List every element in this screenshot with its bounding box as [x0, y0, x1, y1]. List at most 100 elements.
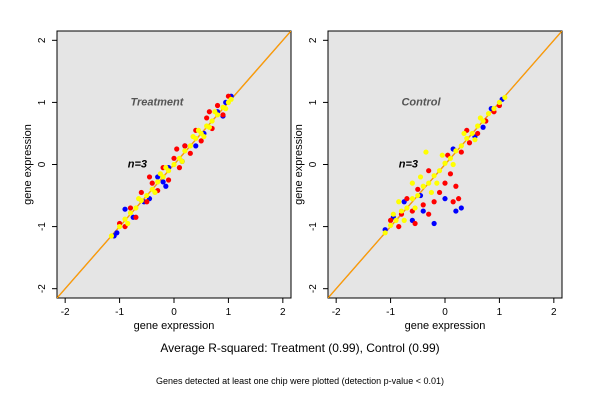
- data-point: [116, 223, 123, 230]
- data-point: [404, 196, 410, 202]
- data-point: [127, 205, 134, 211]
- data-point: [182, 143, 188, 149]
- data-point: [187, 143, 193, 149]
- data-point: [439, 152, 445, 158]
- data-point: [472, 137, 478, 143]
- x-tick-label: 1: [497, 307, 503, 318]
- data-point: [412, 220, 418, 227]
- data-point: [480, 124, 486, 130]
- data-point: [228, 96, 234, 102]
- data-point: [387, 217, 394, 223]
- y-tick-label: 1: [37, 99, 48, 105]
- y-axis-label: gene expression: [293, 124, 305, 205]
- data-point: [206, 124, 212, 130]
- data-point: [420, 183, 426, 189]
- x-tick-label: -2: [61, 307, 70, 318]
- data-point: [220, 112, 226, 118]
- data-point: [401, 217, 407, 223]
- data-point: [453, 148, 459, 154]
- scatter-panel-0: -2 -1 0 1 2 -2 -1 0 1 2 gene expression gene expres…: [22, 30, 292, 332]
- data-point: [382, 230, 388, 236]
- data-point: [144, 199, 150, 205]
- data-point: [423, 149, 429, 155]
- data-point: [155, 179, 161, 185]
- data-point: [209, 118, 215, 124]
- data-point: [412, 205, 418, 211]
- data-point: [447, 155, 454, 161]
- data-point: [146, 174, 153, 180]
- x-tick-label: -1: [115, 307, 124, 318]
- data-point: [458, 149, 464, 155]
- data-point: [475, 130, 481, 137]
- data-point: [447, 171, 454, 177]
- data-point: [122, 216, 128, 222]
- data-point: [426, 168, 432, 174]
- data-point: [461, 130, 467, 137]
- y-tick-label: 0: [37, 161, 48, 167]
- data-point: [204, 115, 210, 121]
- data-point: [491, 106, 497, 112]
- data-point: [190, 133, 196, 140]
- data-point: [442, 160, 448, 166]
- data-point: [428, 189, 434, 196]
- data-point: [464, 135, 470, 142]
- data-point: [431, 173, 437, 179]
- data-point: [420, 202, 426, 208]
- data-point: [198, 138, 204, 144]
- data-point: [453, 208, 459, 214]
- panel-title: Treatment: [130, 97, 184, 109]
- data-point: [477, 115, 483, 121]
- data-point: [163, 165, 169, 171]
- x-tick-label: -1: [386, 307, 395, 318]
- data-point: [136, 196, 142, 202]
- data-point: [157, 171, 163, 177]
- data-point: [152, 189, 158, 196]
- plot-content: [57, 31, 291, 298]
- data-point: [163, 183, 169, 189]
- x-axis-label: gene expression: [405, 320, 486, 332]
- data-point: [133, 214, 139, 220]
- data-point: [404, 205, 410, 211]
- data-point: [171, 155, 177, 161]
- n-annotation: n=3: [128, 159, 147, 171]
- data-point: [431, 199, 437, 205]
- data-point: [420, 208, 426, 214]
- data-point: [149, 180, 155, 186]
- data-point: [475, 123, 481, 129]
- data-point: [214, 102, 221, 109]
- data-point: [176, 165, 183, 171]
- data-point: [442, 196, 448, 202]
- y-tick-label: 1: [308, 99, 319, 105]
- data-point: [223, 106, 229, 112]
- data-point: [396, 199, 402, 205]
- data-point: [160, 179, 166, 185]
- x-tick-label: 2: [551, 307, 557, 318]
- data-point: [453, 183, 459, 189]
- y-tick-label: -1: [308, 222, 319, 231]
- data-point: [431, 220, 437, 227]
- data-point: [450, 199, 456, 205]
- y-tick-label: 0: [308, 161, 319, 167]
- n-annotation: n=3: [399, 159, 418, 171]
- data-point: [133, 205, 139, 211]
- data-point: [396, 223, 402, 230]
- data-point: [144, 192, 150, 199]
- data-point: [171, 161, 177, 168]
- data-point: [456, 196, 462, 202]
- data-point: [458, 205, 464, 211]
- data-point: [426, 180, 432, 186]
- data-point: [415, 192, 421, 199]
- data-point: [187, 150, 193, 156]
- data-point: [179, 158, 185, 164]
- data-point: [409, 180, 415, 186]
- x-tick-label: 2: [280, 307, 286, 318]
- data-point: [485, 110, 492, 117]
- data-point: [174, 146, 180, 152]
- y-tick-label: -2: [308, 284, 319, 293]
- data-point: [138, 189, 144, 196]
- data-point: [417, 174, 424, 180]
- data-point: [426, 211, 432, 217]
- data-point: [108, 233, 115, 239]
- data-point: [195, 127, 202, 133]
